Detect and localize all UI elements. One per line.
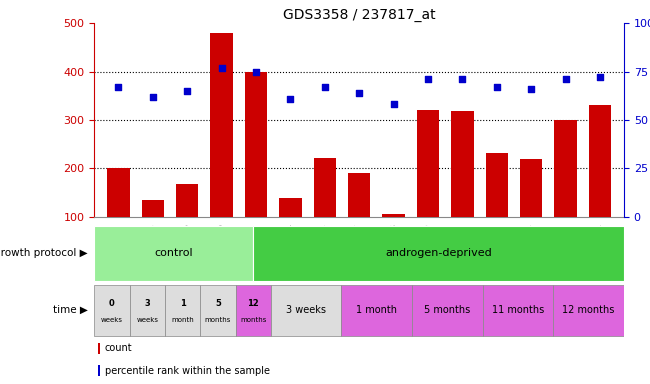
Point (457, 76, 467, 82)
Text: 1 month: 1 month (356, 305, 397, 315)
Text: time ▶: time ▶ (53, 305, 88, 315)
Text: 3 weeks: 3 weeks (286, 305, 326, 315)
Text: 5 months: 5 months (424, 305, 471, 315)
Point (422, 76, 433, 82)
Text: weeks: weeks (101, 316, 123, 323)
Text: 0: 0 (109, 299, 115, 308)
Point (216, 65, 227, 71)
Text: control: control (155, 248, 193, 258)
Bar (553, 285, 624, 336)
Point (285, 96, 296, 102)
Bar (200, 285, 235, 336)
Text: weeks: weeks (136, 316, 158, 323)
Point (560, 76, 571, 82)
Text: 12: 12 (247, 299, 259, 308)
Bar (483, 285, 553, 336)
Bar (348, 173, 370, 265)
Bar (313, 158, 336, 265)
Text: percentile rank within the sample: percentile rank within the sample (105, 366, 270, 376)
Text: 5: 5 (215, 299, 221, 308)
Text: month: month (171, 316, 194, 323)
Text: 12 months: 12 months (562, 305, 615, 315)
Bar (486, 153, 508, 265)
Point (148, 94, 158, 100)
Bar (554, 120, 577, 265)
Point (320, 84, 330, 90)
Point (113, 84, 124, 90)
Bar (165, 285, 200, 336)
Bar (142, 200, 164, 265)
Bar (520, 159, 542, 265)
Title: GDS3358 / 237817_at: GDS3358 / 237817_at (283, 8, 436, 22)
Text: 3: 3 (144, 299, 150, 308)
Text: months: months (205, 316, 231, 323)
Text: 11 months: 11 months (492, 305, 544, 315)
Point (526, 86, 536, 92)
Bar (279, 198, 302, 265)
Bar (245, 71, 267, 265)
Text: count: count (105, 343, 133, 353)
Bar (451, 111, 473, 265)
Bar (253, 225, 624, 281)
Text: 1: 1 (179, 299, 185, 308)
Bar (98, 365, 99, 376)
Point (354, 90, 364, 96)
Point (251, 68, 261, 74)
Point (491, 84, 502, 90)
Bar (341, 285, 412, 336)
Bar (412, 285, 483, 336)
Text: androgen-deprived: androgen-deprived (385, 248, 492, 258)
Bar (589, 106, 611, 265)
Text: months: months (240, 316, 266, 323)
Bar (94, 225, 253, 281)
Bar (107, 169, 129, 265)
Bar (211, 33, 233, 265)
Bar (235, 285, 271, 336)
Point (182, 88, 192, 94)
Point (388, 101, 398, 108)
Bar (98, 343, 99, 354)
Bar (129, 285, 165, 336)
Bar (94, 285, 129, 336)
Point (595, 74, 605, 80)
Text: growth protocol ▶: growth protocol ▶ (0, 248, 88, 258)
Bar (417, 110, 439, 265)
Bar (382, 214, 405, 265)
Bar (271, 285, 341, 336)
Bar (176, 184, 198, 265)
